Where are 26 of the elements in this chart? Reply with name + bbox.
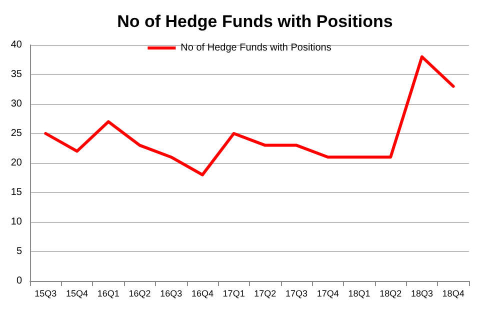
x-tick-label: 18Q3 [410, 288, 433, 298]
x-tick-label: 18Q1 [348, 288, 370, 298]
x-tick-label: 17Q4 [316, 288, 339, 298]
y-tick-label: 15 [10, 187, 22, 198]
legend-label: No of Hedge Funds with Positions [180, 42, 332, 54]
x-tick-label: 17Q3 [286, 288, 308, 298]
y-tick-label: 5 [16, 246, 22, 257]
x-tick-label: 16Q3 [160, 288, 182, 298]
x-tick-label: 16Q4 [191, 288, 214, 298]
y-tick-label: 30 [10, 98, 22, 110]
y-tick-label: 0 [16, 276, 22, 286]
y-tick-label: 25 [10, 128, 22, 139]
x-tick-label: 18Q4 [442, 288, 464, 298]
y-tick-label: 35 [10, 69, 22, 80]
x-tick-label: 18Q2 [380, 288, 402, 298]
x-tick-label: 17Q1 [222, 288, 245, 298]
y-tick-label: 10 [10, 216, 22, 228]
x-tick-label: 15Q4 [66, 288, 88, 298]
line-series [44, 55, 455, 176]
x-tick-label: 17Q2 [254, 288, 276, 298]
x-tick-label: 16Q1 [97, 288, 120, 298]
x-tick-label: 16Q2 [128, 288, 151, 298]
x-tick-label: 15Q3 [34, 288, 57, 298]
y-tick-label: 20 [10, 158, 22, 168]
y-tick-label: 40 [10, 40, 22, 50]
chart-title: No of Hedge Funds with Positions [117, 12, 393, 31]
